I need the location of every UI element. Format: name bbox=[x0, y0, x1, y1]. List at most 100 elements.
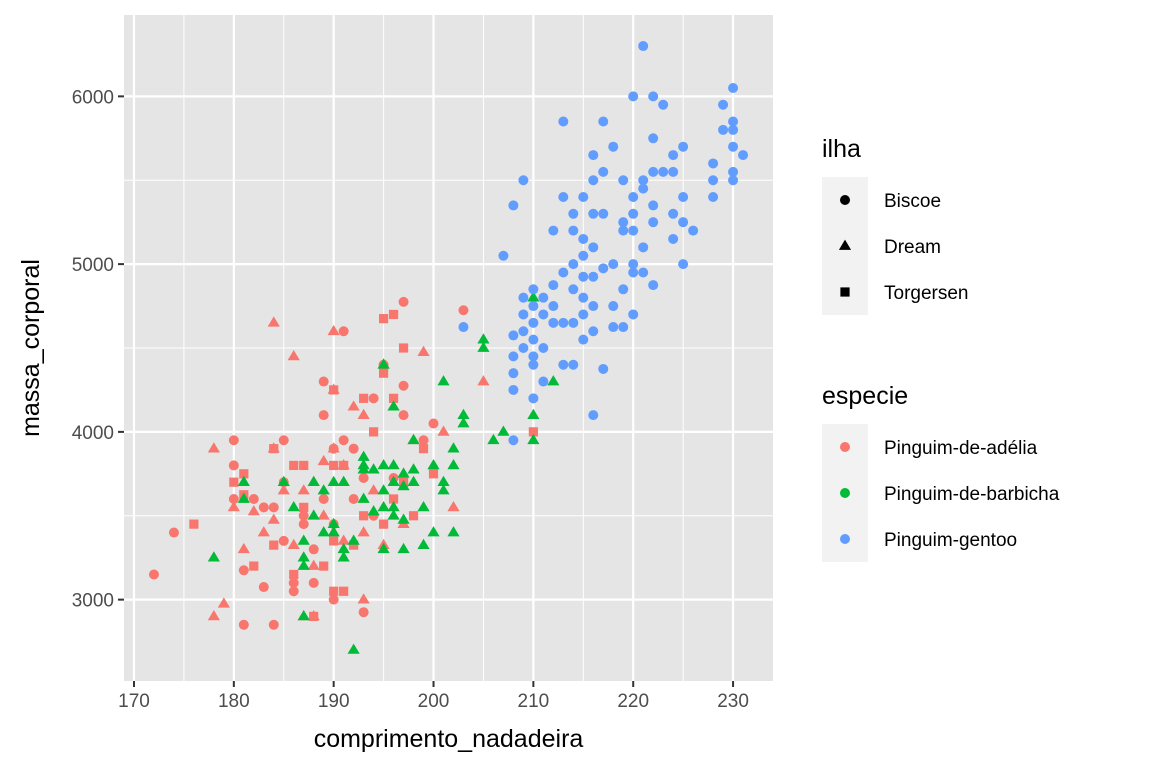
data-point bbox=[508, 435, 519, 446]
data-point bbox=[397, 467, 410, 478]
data-point bbox=[538, 309, 549, 320]
data-point bbox=[337, 534, 350, 545]
y-axis: 3000 4000 5000 6000 bbox=[72, 87, 124, 612]
data-point bbox=[638, 175, 649, 186]
data-point bbox=[329, 460, 339, 471]
data-point bbox=[267, 513, 280, 524]
data-point bbox=[357, 492, 370, 503]
y-tick-label: 5000 bbox=[72, 255, 114, 276]
data-point bbox=[527, 291, 540, 302]
data-point bbox=[327, 517, 340, 528]
legend-label: Pinguim-de-barbicha bbox=[884, 484, 1060, 505]
data-point bbox=[397, 480, 410, 491]
legend-label: Pinguim-de-adélia bbox=[884, 438, 1038, 459]
data-point bbox=[227, 500, 240, 512]
data-point bbox=[417, 500, 430, 512]
x-tick-label: 170 bbox=[118, 691, 150, 712]
data-point bbox=[578, 233, 589, 244]
data-point bbox=[248, 493, 259, 504]
data-point bbox=[408, 511, 419, 521]
legend-label: Biscoe bbox=[884, 191, 941, 212]
data-point bbox=[628, 225, 639, 236]
legend-key-color bbox=[840, 442, 850, 452]
data-point bbox=[299, 502, 309, 512]
data-point bbox=[318, 376, 329, 387]
data-point bbox=[477, 341, 490, 352]
data-point bbox=[668, 208, 679, 219]
data-point bbox=[527, 408, 540, 419]
data-point bbox=[298, 519, 309, 530]
data-point bbox=[528, 427, 538, 437]
data-point bbox=[307, 559, 320, 570]
data-point bbox=[297, 559, 310, 570]
data-point bbox=[237, 492, 250, 503]
data-point bbox=[287, 538, 300, 549]
data-point bbox=[308, 577, 319, 588]
data-point bbox=[367, 484, 380, 495]
data-point bbox=[508, 330, 519, 341]
data-point bbox=[588, 410, 599, 421]
data-point bbox=[207, 610, 220, 621]
data-point bbox=[457, 417, 470, 428]
data-points bbox=[148, 41, 749, 654]
data-point bbox=[588, 175, 599, 186]
y-tick-label: 6000 bbox=[72, 87, 114, 108]
data-point bbox=[328, 594, 339, 605]
data-point bbox=[428, 418, 439, 429]
data-point bbox=[598, 208, 609, 219]
data-point bbox=[678, 217, 689, 228]
data-point bbox=[728, 166, 739, 177]
legend-key-square bbox=[840, 287, 850, 297]
y-tick-label: 4000 bbox=[72, 423, 114, 444]
data-point bbox=[338, 435, 349, 446]
data-point bbox=[538, 343, 549, 353]
data-point bbox=[718, 124, 729, 135]
data-point bbox=[528, 301, 539, 312]
data-point bbox=[738, 150, 749, 161]
data-point bbox=[728, 175, 739, 186]
data-point bbox=[238, 619, 249, 630]
data-point bbox=[377, 358, 390, 369]
data-point bbox=[437, 375, 450, 386]
data-point bbox=[379, 368, 389, 378]
data-point bbox=[568, 259, 579, 270]
legend-label: Torgersen bbox=[884, 283, 969, 304]
data-point bbox=[267, 316, 280, 327]
data-point bbox=[588, 271, 599, 282]
data-point bbox=[257, 526, 270, 537]
data-point bbox=[638, 41, 649, 52]
data-point bbox=[498, 250, 509, 261]
data-point bbox=[348, 493, 359, 504]
data-point bbox=[728, 141, 739, 152]
data-point bbox=[558, 267, 569, 278]
data-point bbox=[568, 317, 579, 328]
data-point bbox=[237, 542, 250, 554]
data-point bbox=[447, 526, 460, 537]
data-point bbox=[578, 250, 589, 261]
x-axis-title: comprimento_nadadeira bbox=[314, 725, 584, 753]
data-point bbox=[228, 435, 239, 446]
data-point bbox=[377, 459, 390, 470]
data-point bbox=[618, 322, 629, 333]
data-point bbox=[217, 597, 230, 608]
data-point bbox=[338, 326, 349, 337]
data-point bbox=[568, 359, 579, 370]
data-point bbox=[418, 444, 429, 454]
data-point bbox=[369, 427, 379, 437]
data-point bbox=[628, 192, 639, 203]
data-point bbox=[528, 334, 539, 345]
x-tick-label: 210 bbox=[518, 691, 550, 712]
data-point bbox=[628, 309, 639, 320]
data-point bbox=[518, 309, 529, 320]
data-point bbox=[347, 534, 360, 545]
data-point bbox=[237, 475, 250, 487]
legend-label: Dream bbox=[884, 237, 941, 258]
data-point bbox=[428, 469, 439, 479]
data-point bbox=[358, 473, 369, 484]
x-tick-label: 190 bbox=[318, 691, 350, 712]
data-point bbox=[317, 454, 330, 466]
data-point bbox=[528, 317, 539, 328]
data-point bbox=[397, 513, 410, 524]
data-point bbox=[518, 326, 529, 337]
data-point bbox=[359, 511, 369, 521]
